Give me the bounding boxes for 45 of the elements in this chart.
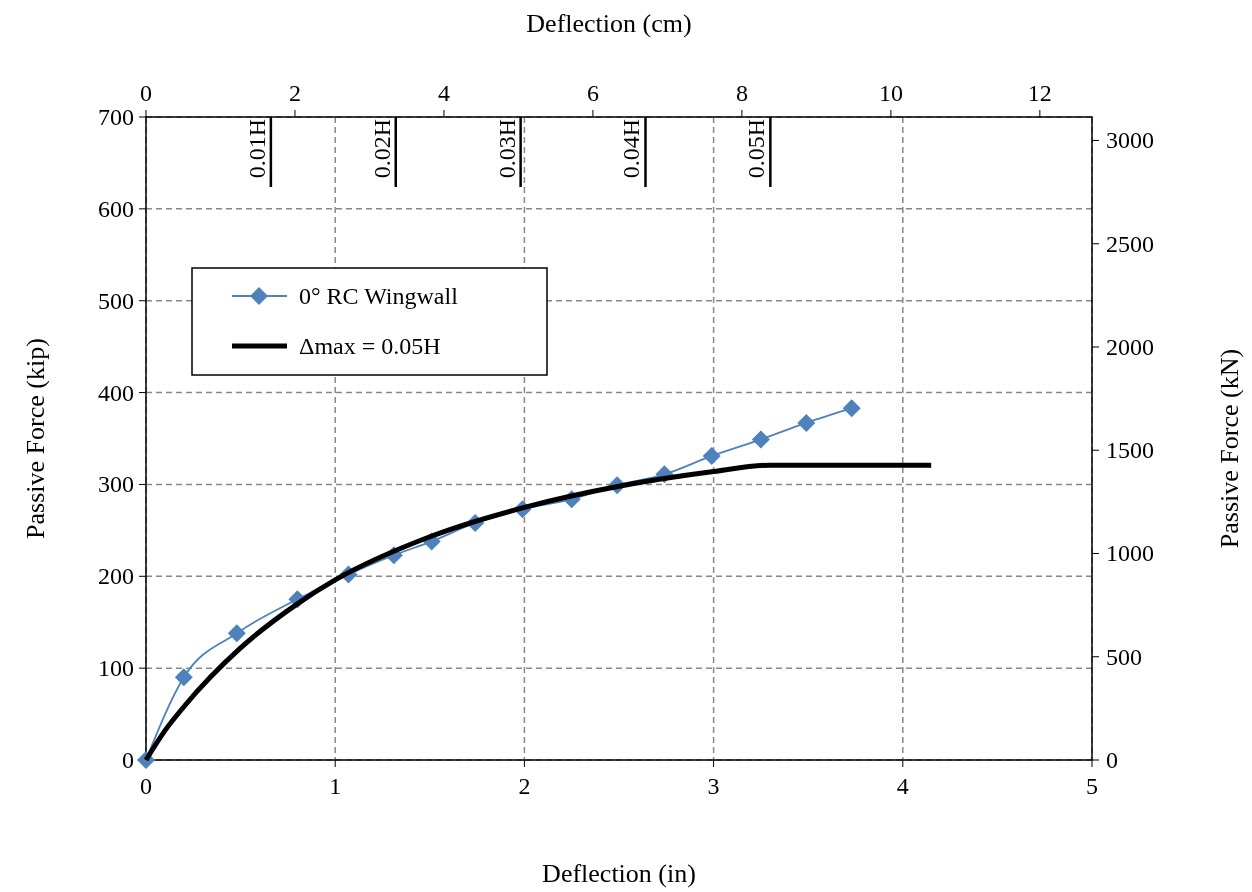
ref-line-label: 0.04H [618,119,645,179]
legend-label: 0° RC Wingwall [299,283,459,309]
x-tick-label: 0 [140,773,152,799]
ref-line-label: 0.03H [493,119,520,179]
x-tick-label: 5 [1086,773,1098,799]
y-tick-label: 300 [98,471,134,498]
y2-tick-label: 3000 [1106,127,1154,154]
point [174,668,193,687]
point [227,624,246,643]
y-tick-label: 400 [98,379,134,406]
x2-tick-label: 8 [735,80,748,106]
y-tick-label: 600 [98,195,134,222]
point [842,399,861,418]
x2-axis-title: Deflection (cm) [526,9,692,38]
x-axis-title: Deflection (in) [542,859,696,888]
legend-label: Δmax = 0.05H [299,333,441,359]
x2-tick-label: 12 [1027,80,1052,106]
y2-tick-label: 0 [1106,747,1118,773]
y2-tick-label: 2000 [1106,334,1154,360]
point [702,446,721,465]
x2-tick-label: 4 [437,80,450,106]
y2-tick-label: 2500 [1106,230,1154,257]
x-tick-label: 3 [707,773,720,799]
y2-tick-label: 1000 [1106,540,1154,567]
y-tick-label: 0 [122,747,134,773]
y-tick-label: 500 [98,287,134,314]
x-tick-label: 2 [518,773,531,799]
y2-tick-label: 1500 [1106,437,1154,464]
y-tick-label: 100 [98,655,134,682]
x-tick-label: 1 [329,773,342,799]
ref-line-label: 0.05H [743,119,770,179]
y-axis-title: Passive Force (kip) [21,338,50,539]
point [797,413,816,432]
ref-line-label: 0.01H [243,119,270,179]
y2-axis-title: Passive Force (kN) [1215,348,1244,549]
ref-line-label: 0.02H [368,119,395,179]
y-tick-label: 700 [98,104,134,130]
x2-tick-label: 10 [878,80,903,106]
x-tick-label: 4 [896,773,909,799]
x2-tick-label: 6 [586,80,599,106]
point [751,430,770,449]
x2-tick-label: 2 [288,80,301,106]
x2-tick-label: 0 [140,80,152,106]
y-tick-label: 200 [98,563,134,590]
y2-tick-label: 500 [1106,643,1142,670]
